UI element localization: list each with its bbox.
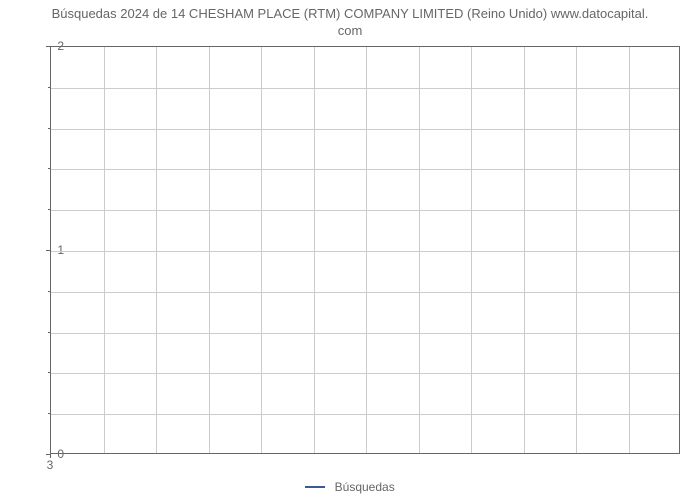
gridline-horizontal bbox=[51, 333, 679, 334]
y-tick-label: 2 bbox=[24, 39, 64, 53]
chart-container: Búsquedas 2024 de 14 CHESHAM PLACE (RTM)… bbox=[0, 0, 700, 500]
y-tick-label: 1 bbox=[24, 243, 64, 257]
y-minor-tick-mark bbox=[48, 372, 50, 373]
gridline-horizontal bbox=[51, 169, 679, 170]
gridline-vertical bbox=[104, 47, 105, 453]
y-minor-tick-mark bbox=[48, 332, 50, 333]
legend-swatch bbox=[305, 486, 325, 488]
y-minor-tick-mark bbox=[48, 291, 50, 292]
legend: Búsquedas bbox=[0, 479, 700, 494]
gridline-vertical bbox=[524, 47, 525, 453]
gridline-horizontal bbox=[51, 251, 679, 252]
gridline-vertical bbox=[156, 47, 157, 453]
gridline-horizontal bbox=[51, 414, 679, 415]
x-tick-mark bbox=[50, 454, 51, 458]
y-minor-tick-mark bbox=[48, 87, 50, 88]
legend-label: Búsquedas bbox=[335, 480, 395, 494]
y-minor-tick-mark bbox=[48, 128, 50, 129]
title-text-line2: com bbox=[338, 23, 363, 38]
gridline-vertical bbox=[209, 47, 210, 453]
gridline-vertical bbox=[471, 47, 472, 453]
y-tick-label: 0 bbox=[24, 447, 64, 461]
gridline-vertical bbox=[314, 47, 315, 453]
y-tick-mark bbox=[46, 250, 50, 251]
gridline-horizontal bbox=[51, 129, 679, 130]
gridline-vertical bbox=[261, 47, 262, 453]
chart-title: Búsquedas 2024 de 14 CHESHAM PLACE (RTM)… bbox=[0, 6, 700, 40]
gridline-vertical bbox=[419, 47, 420, 453]
gridline-horizontal bbox=[51, 210, 679, 211]
y-tick-mark bbox=[46, 46, 50, 47]
gridline-horizontal bbox=[51, 292, 679, 293]
y-minor-tick-mark bbox=[48, 209, 50, 210]
plot-area bbox=[50, 46, 680, 454]
gridline-vertical bbox=[576, 47, 577, 453]
x-tick-label: 3 bbox=[47, 458, 54, 472]
title-text-line1: Búsquedas 2024 de 14 CHESHAM PLACE (RTM)… bbox=[52, 6, 649, 21]
gridline-horizontal bbox=[51, 88, 679, 89]
gridline-vertical bbox=[366, 47, 367, 453]
gridline-horizontal bbox=[51, 373, 679, 374]
y-minor-tick-mark bbox=[48, 168, 50, 169]
y-minor-tick-mark bbox=[48, 413, 50, 414]
gridline-vertical bbox=[629, 47, 630, 453]
